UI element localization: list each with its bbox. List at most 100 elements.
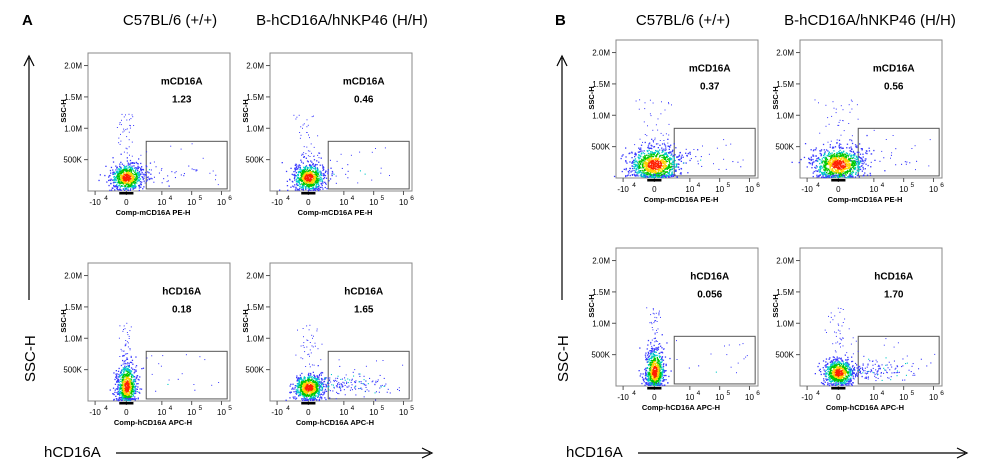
panel-a-letter: A	[22, 12, 33, 29]
cell-dot	[679, 173, 681, 175]
cell-dot	[316, 330, 318, 332]
cell-dot	[148, 178, 150, 181]
cell-dot	[852, 165, 855, 167]
cell-dot	[303, 156, 305, 158]
cell-dot	[651, 165, 654, 167]
cell-dot	[151, 355, 153, 357]
cell-dot	[663, 148, 665, 150]
cell-dot	[322, 167, 324, 169]
cell-dot	[117, 180, 119, 182]
cell-dot	[402, 364, 404, 366]
cell-dot	[831, 174, 834, 176]
cell-dot	[317, 169, 319, 171]
cell-dot	[825, 149, 828, 151]
cell-dot	[644, 160, 646, 163]
cell-dot	[822, 156, 825, 159]
cell-dot	[314, 173, 316, 175]
cell-dot	[661, 161, 663, 163]
cell-dot	[824, 165, 826, 167]
cell-dot	[297, 384, 300, 386]
cell-dot	[134, 171, 136, 173]
cell-dot	[307, 187, 309, 189]
cell-dot	[125, 170, 127, 172]
cell-dot	[350, 154, 352, 156]
cell-dot	[129, 398, 132, 400]
cell-dot	[134, 184, 136, 187]
cell-dot	[661, 165, 664, 168]
cell-dot	[299, 187, 301, 190]
cell-dot	[145, 175, 147, 177]
cell-dot	[118, 142, 120, 144]
cell-dot	[125, 359, 127, 361]
cell-dot	[315, 180, 318, 182]
gate-value: 1.23	[172, 95, 192, 106]
cell-dot	[117, 384, 119, 386]
cell-dot	[830, 165, 832, 167]
cell-dot	[666, 154, 668, 156]
cell-dot	[106, 181, 108, 183]
cell-dot	[130, 388, 132, 390]
cell-dot	[118, 175, 121, 177]
cell-dot	[375, 382, 377, 384]
cell-dot	[114, 176, 117, 179]
cell-dot	[825, 175, 827, 177]
cell-dot	[829, 159, 832, 162]
cell-dot	[380, 386, 382, 388]
cell-dot	[305, 390, 307, 392]
plot-frame	[269, 262, 413, 402]
cell-dot	[300, 393, 302, 395]
cell-dot	[126, 358, 129, 360]
cell-dot	[354, 386, 356, 388]
cell-dot	[135, 369, 137, 371]
cell-dot	[295, 397, 298, 399]
cell-dot	[380, 172, 382, 174]
cell-dot	[126, 165, 128, 167]
cell-dot	[659, 149, 661, 151]
cell-dot	[296, 387, 299, 389]
cell-dot	[307, 385, 309, 387]
cell-dot	[847, 169, 849, 172]
cell-dot	[118, 379, 120, 382]
cell-dot	[305, 187, 307, 189]
cell-dot	[122, 359, 124, 362]
cell-dot	[314, 375, 316, 377]
cell-dot	[118, 176, 120, 178]
cell-dot	[631, 162, 633, 164]
cell-dot	[305, 393, 308, 395]
cell-dot	[646, 176, 648, 178]
cell-dot	[317, 135, 319, 137]
cell-dot	[301, 183, 303, 185]
cell-dot	[295, 181, 298, 183]
cell-dot	[671, 174, 674, 176]
x-tick-exponent: 4	[169, 405, 173, 412]
cell-dot	[668, 102, 669, 104]
cell-dot	[286, 185, 289, 187]
cell-dot	[137, 386, 139, 388]
cell-dot	[651, 176, 653, 179]
cell-dot	[649, 159, 651, 161]
cell-dot	[870, 166, 872, 168]
cell-dot	[845, 163, 847, 165]
cell-dot	[319, 175, 321, 177]
cell-dot	[128, 398, 131, 400]
cell-dot	[123, 164, 125, 167]
cell-dot	[293, 171, 295, 173]
cell-dot	[304, 387, 306, 389]
cell-dot	[838, 144, 840, 147]
cell-dot	[133, 390, 136, 392]
gate-rectangle	[145, 350, 228, 400]
cell-dot	[125, 368, 127, 371]
cell-dot	[132, 363, 134, 365]
cell-dot	[817, 176, 819, 178]
cell-dot	[134, 371, 136, 373]
cell-dot	[649, 142, 651, 144]
cell-dot	[145, 174, 147, 176]
plot-y-label: SSC-H	[59, 309, 68, 332]
cell-dot	[667, 165, 669, 167]
cell-dot	[116, 373, 118, 375]
cell-dot	[312, 371, 314, 373]
cell-dot	[644, 134, 646, 135]
cell-dot	[120, 364, 123, 367]
cell-dot	[317, 174, 319, 176]
cell-dot	[662, 157, 664, 159]
